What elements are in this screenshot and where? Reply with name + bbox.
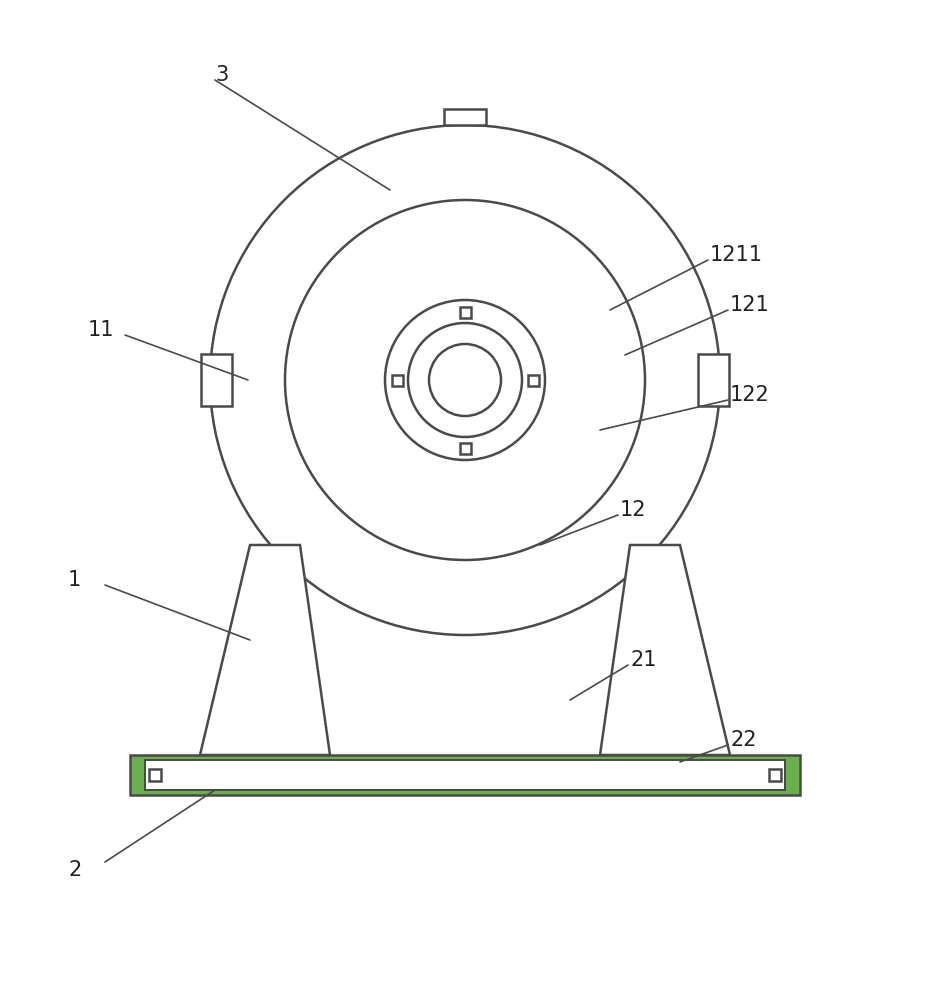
Polygon shape	[130, 755, 800, 795]
Polygon shape	[600, 545, 730, 755]
Text: 122: 122	[730, 385, 770, 405]
Polygon shape	[459, 306, 471, 318]
Circle shape	[285, 200, 645, 560]
Circle shape	[385, 300, 545, 460]
Circle shape	[408, 323, 522, 437]
Polygon shape	[527, 374, 538, 385]
Polygon shape	[149, 769, 161, 781]
Polygon shape	[698, 354, 729, 406]
Text: 1211: 1211	[710, 245, 763, 265]
Polygon shape	[444, 109, 486, 125]
Polygon shape	[200, 545, 330, 755]
Circle shape	[429, 344, 501, 416]
Polygon shape	[201, 354, 232, 406]
Text: 12: 12	[620, 500, 646, 520]
Text: 2: 2	[68, 860, 81, 880]
Polygon shape	[769, 769, 781, 781]
Text: 11: 11	[88, 320, 114, 340]
Circle shape	[210, 125, 720, 635]
Polygon shape	[392, 374, 403, 385]
Text: 121: 121	[730, 295, 770, 315]
Polygon shape	[145, 760, 785, 790]
Text: 22: 22	[730, 730, 756, 750]
Polygon shape	[459, 442, 471, 454]
Text: 1: 1	[68, 570, 81, 590]
Text: 21: 21	[630, 650, 657, 670]
Text: 3: 3	[215, 65, 228, 85]
